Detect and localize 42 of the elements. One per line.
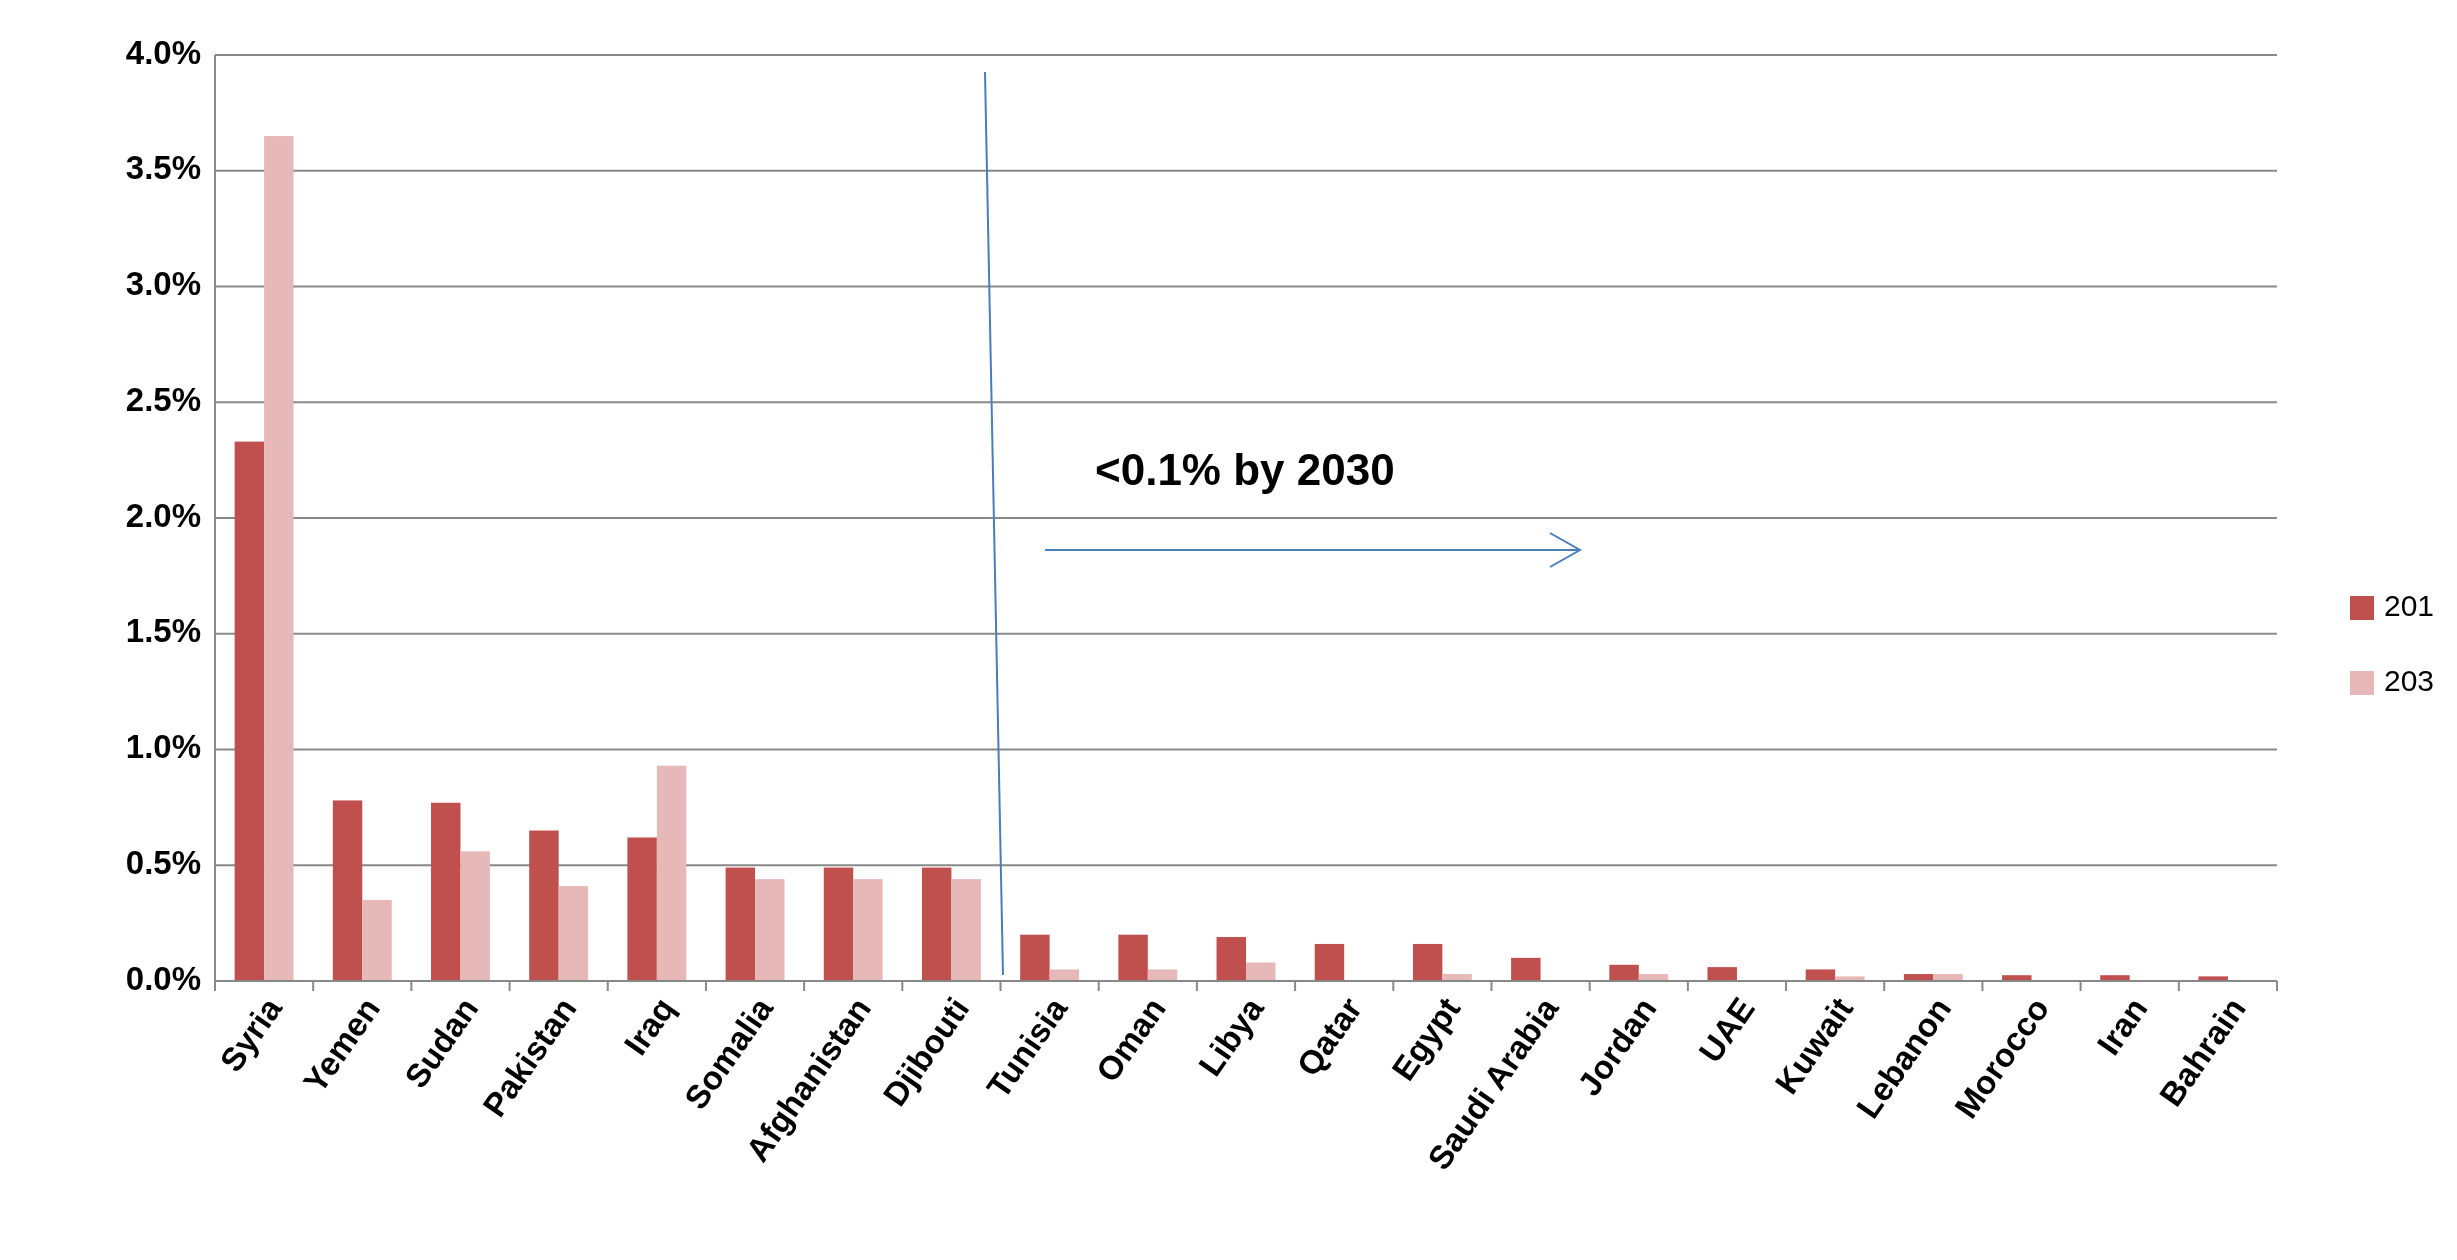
x-tick-label: Iraq bbox=[616, 990, 682, 1062]
y-tick-label: 3.5% bbox=[125, 149, 201, 187]
bar bbox=[725, 867, 756, 981]
legend-label: 201 bbox=[2384, 588, 2435, 622]
bar bbox=[1412, 943, 1443, 981]
y-tick-label: 1.0% bbox=[125, 728, 201, 766]
bar bbox=[431, 802, 461, 981]
bar bbox=[558, 886, 589, 981]
bar bbox=[1609, 964, 1639, 981]
y-tick-label: 4.0% bbox=[125, 33, 201, 71]
bar bbox=[1805, 969, 1836, 981]
bar bbox=[627, 837, 657, 981]
bar bbox=[1049, 969, 1080, 981]
bar bbox=[1147, 969, 1178, 981]
bar bbox=[656, 765, 687, 981]
bar bbox=[1707, 967, 1737, 981]
bar bbox=[1511, 957, 1541, 981]
bar bbox=[823, 867, 854, 981]
bar bbox=[853, 879, 883, 981]
bar bbox=[1216, 937, 1246, 981]
bar bbox=[1246, 962, 1276, 981]
legend-label: 203 bbox=[2384, 663, 2435, 697]
bar bbox=[921, 867, 952, 981]
bar bbox=[529, 830, 559, 981]
bar bbox=[1118, 934, 1148, 981]
bar bbox=[951, 879, 981, 981]
bar bbox=[755, 879, 785, 981]
y-tick-label: 0.5% bbox=[125, 843, 201, 881]
y-tick-label: 0.0% bbox=[125, 959, 201, 997]
bar bbox=[1020, 934, 1050, 981]
y-tick-label: 2.0% bbox=[125, 496, 201, 534]
bar bbox=[460, 851, 490, 981]
bar bbox=[234, 441, 265, 981]
bar bbox=[264, 136, 294, 981]
bar bbox=[362, 899, 392, 981]
bar bbox=[332, 800, 363, 981]
y-tick-label: 3.0% bbox=[125, 265, 201, 303]
x-tick-label: Iran bbox=[2089, 990, 2155, 1062]
y-tick-label: 2.5% bbox=[125, 380, 201, 418]
bar bbox=[1314, 943, 1345, 981]
annotation: <0.1% by 2030 bbox=[1095, 445, 1395, 494]
y-tick-label: 1.5% bbox=[125, 612, 201, 650]
